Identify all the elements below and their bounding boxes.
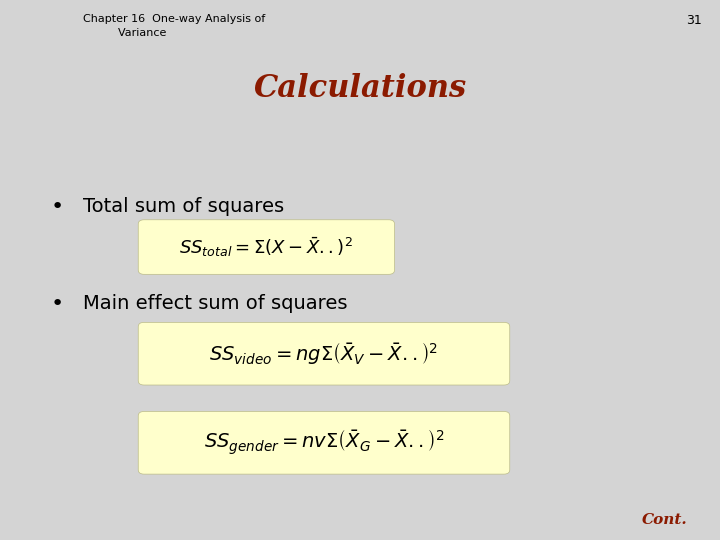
- Text: Chapter 16  One-way Analysis of
          Variance: Chapter 16 One-way Analysis of Variance: [83, 14, 265, 37]
- Text: 31: 31: [686, 14, 702, 26]
- Text: $SS_{total} = \Sigma\left(X - \bar{X}..\right)^{2}$: $SS_{total} = \Sigma\left(X - \bar{X}..\…: [179, 235, 354, 259]
- Text: Total sum of squares: Total sum of squares: [83, 197, 284, 216]
- Text: $SS_{gender} = nv\Sigma\left(\bar{X}_{G} - \bar{X}..\right)^{2}$: $SS_{gender} = nv\Sigma\left(\bar{X}_{G}…: [204, 428, 444, 457]
- Text: •: •: [50, 197, 63, 217]
- Text: Main effect sum of squares: Main effect sum of squares: [83, 294, 347, 313]
- FancyBboxPatch shape: [138, 322, 510, 385]
- Text: Cont.: Cont.: [642, 512, 688, 526]
- Text: $SS_{video} = ng\Sigma\left(\bar{X}_{V} - \bar{X}..\right)^{2}$: $SS_{video} = ng\Sigma\left(\bar{X}_{V} …: [210, 340, 438, 367]
- FancyBboxPatch shape: [138, 411, 510, 474]
- Text: •: •: [50, 294, 63, 314]
- FancyBboxPatch shape: [138, 220, 395, 274]
- Text: Calculations: Calculations: [253, 73, 467, 104]
